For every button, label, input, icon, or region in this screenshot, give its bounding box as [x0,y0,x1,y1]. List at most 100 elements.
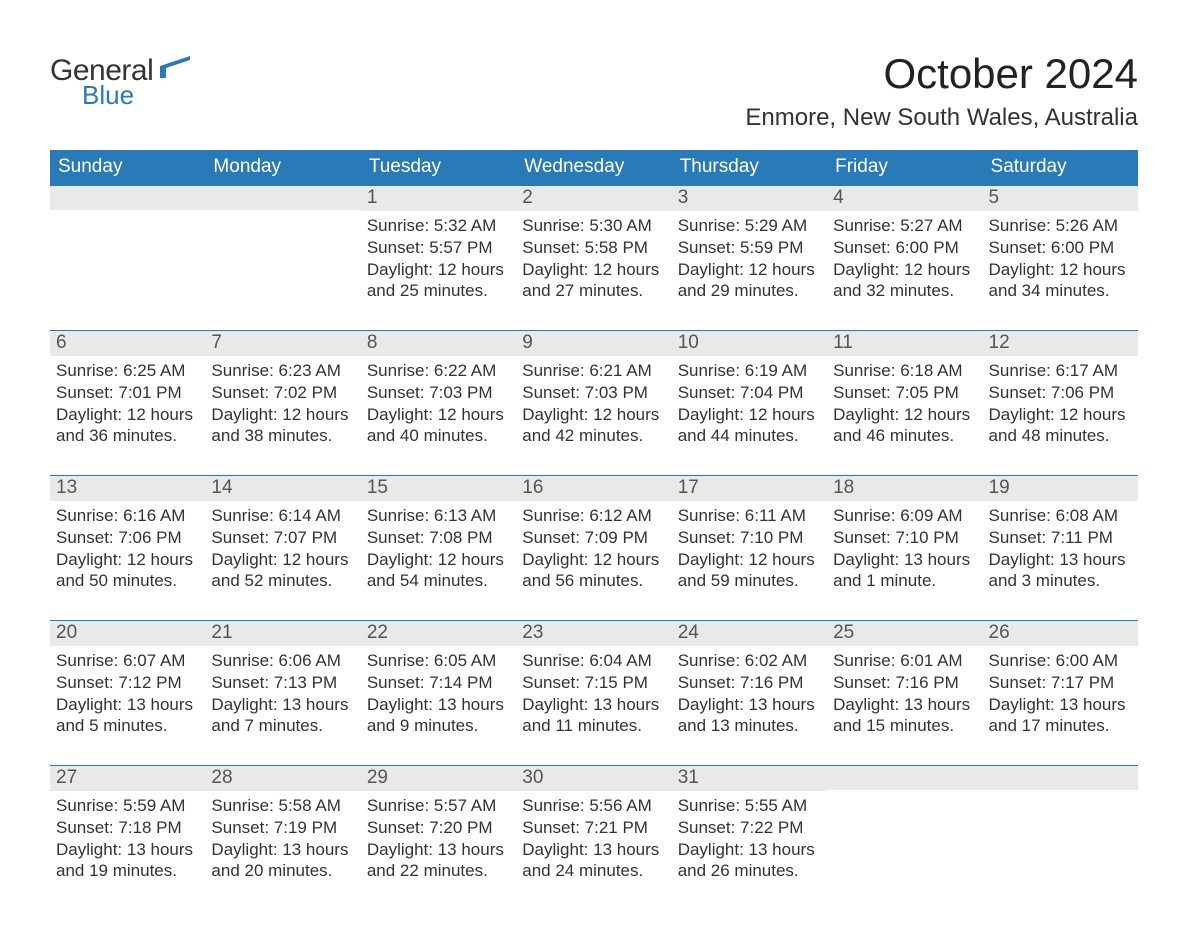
day-details: Sunrise: 6:21 AMSunset: 7:03 PMDaylight:… [516,356,671,447]
day-number: 2 [516,186,671,211]
sunset-text: Sunset: 7:03 PM [367,382,510,404]
day-details: Sunrise: 6:18 AMSunset: 7:05 PMDaylight:… [827,356,982,447]
day-cell: 16Sunrise: 6:12 AMSunset: 7:09 PMDayligh… [516,476,671,592]
dow-sunday: Sunday [50,150,205,185]
day-cell: 30Sunrise: 5:56 AMSunset: 7:21 PMDayligh… [516,766,671,882]
day-cell: 15 Sunrise: 6:13 AMSunset: 7:08 PMDayligh… [361,476,516,592]
day-details: Sunrise: 5:58 AMSunset: 7:19 PMDaylight:… [205,791,360,882]
sunrise-text: Sunrise: 6:18 AM [833,360,976,382]
sunrise-text: Sunrise: 6:11 AM [678,505,821,527]
day-cell: 8Sunrise: 6:22 AMSunset: 7:03 PMDaylight… [361,331,516,447]
day-details: Sunrise: 6:02 AMSunset: 7:16 PMDaylight:… [672,646,827,737]
daylight-text: Daylight: 13 hours and 17 minutes. [989,694,1132,738]
day-details: Sunrise: 6:08 AMSunset: 7:11 PMDaylight:… [983,501,1138,592]
day-details: Sunrise: 6:12 AMSunset: 7:09 PMDaylight:… [516,501,671,592]
day-details [50,210,205,214]
sunrise-text: Sunrise: 6:13 AM [367,505,510,527]
sunset-text: Sunset: 7:06 PM [989,382,1132,404]
day-number: 4 [827,186,982,211]
sunrise-text: Sunrise: 6:14 AM [211,505,354,527]
day-number: 15 [361,476,516,501]
sunrise-text: Sunrise: 6:17 AM [989,360,1132,382]
day-cell: 11Sunrise: 6:18 AMSunset: 7:05 PMDayligh… [827,331,982,447]
day-number: 7 [205,331,360,356]
day-cell [983,766,1138,882]
day-details: Sunrise: 5:57 AMSunset: 7:20 PMDaylight:… [361,791,516,882]
sunset-text: Sunset: 7:04 PM [678,382,821,404]
sunrise-text: Sunrise: 6:23 AM [211,360,354,382]
sunset-text: Sunset: 7:02 PM [211,382,354,404]
day-details: Sunrise: 6:04 AMSunset: 7:15 PMDaylight:… [516,646,671,737]
day-details: Sunrise: 5:32 AMSunset: 5:57 PMDaylight:… [361,211,516,302]
sunset-text: Sunset: 7:19 PM [211,817,354,839]
day-cell: 18Sunrise: 6:09 AMSunset: 7:10 PMDayligh… [827,476,982,592]
day-number: 10 [672,331,827,356]
day-cell: 9Sunrise: 6:21 AMSunset: 7:03 PMDaylight… [516,331,671,447]
daylight-text: Daylight: 12 hours and 25 minutes. [367,259,510,303]
day-number: 22 [361,621,516,646]
day-details: Sunrise: 5:59 AMSunset: 7:18 PMDaylight:… [50,791,205,882]
sunrise-text: Sunrise: 6:22 AM [367,360,510,382]
day-details: Sunrise: 6:22 AMSunset: 7:03 PMDaylight:… [361,356,516,447]
dow-tuesday: Tuesday [361,150,516,185]
daylight-text: Daylight: 12 hours and 32 minutes. [833,259,976,303]
day-number [983,766,1138,790]
day-cell: 12Sunrise: 6:17 AMSunset: 7:06 PMDayligh… [983,331,1138,447]
sunrise-text: Sunrise: 6:12 AM [522,505,665,527]
day-number: 29 [361,766,516,791]
day-cell: 21Sunrise: 6:06 AMSunset: 7:13 PMDayligh… [205,621,360,737]
day-cell: 5Sunrise: 5:26 AMSunset: 6:00 PMDaylight… [983,186,1138,302]
sunset-text: Sunset: 7:22 PM [678,817,821,839]
day-number: 24 [672,621,827,646]
sunset-text: Sunset: 7:01 PM [56,382,199,404]
day-number: 8 [361,331,516,356]
day-details: Sunrise: 5:26 AMSunset: 6:00 PMDaylight:… [983,211,1138,302]
daylight-text: Daylight: 13 hours and 22 minutes. [367,839,510,883]
daylight-text: Daylight: 13 hours and 11 minutes. [522,694,665,738]
day-cell: 29Sunrise: 5:57 AMSunset: 7:20 PMDayligh… [361,766,516,882]
daylight-text: Daylight: 13 hours and 20 minutes. [211,839,354,883]
sunrise-text: Sunrise: 5:55 AM [678,795,821,817]
day-details: Sunrise: 6:25 AMSunset: 7:01 PMDaylight:… [50,356,205,447]
brand-text: General Blue [50,56,190,108]
day-number: 13 [50,476,205,501]
sunset-text: Sunset: 7:20 PM [367,817,510,839]
day-number: 16 [516,476,671,501]
sunrise-text: Sunrise: 6:00 AM [989,650,1132,672]
sunset-text: Sunset: 7:08 PM [367,527,510,549]
daylight-text: Daylight: 13 hours and 5 minutes. [56,694,199,738]
day-details: Sunrise: 6:23 AMSunset: 7:02 PMDaylight:… [205,356,360,447]
sunrise-text: Sunrise: 6:04 AM [522,650,665,672]
brand-flag-icon [160,56,190,82]
day-number: 19 [983,476,1138,501]
daylight-text: Daylight: 13 hours and 26 minutes. [678,839,821,883]
day-details: Sunrise: 5:27 AMSunset: 6:00 PMDaylight:… [827,211,982,302]
daylight-text: Daylight: 12 hours and 48 minutes. [989,404,1132,448]
day-number: 30 [516,766,671,791]
daylight-text: Daylight: 13 hours and 19 minutes. [56,839,199,883]
week-row: 20Sunrise: 6:07 AMSunset: 7:12 PMDayligh… [50,620,1138,737]
week-row: 27Sunrise: 5:59 AMSunset: 7:18 PMDayligh… [50,765,1138,882]
daylight-text: Daylight: 12 hours and 40 minutes. [367,404,510,448]
sunrise-text: Sunrise: 6:09 AM [833,505,976,527]
day-of-week-header-row: Sunday Monday Tuesday Wednesday Thursday… [50,150,1138,185]
dow-saturday: Saturday [983,150,1138,185]
sunset-text: Sunset: 7:10 PM [833,527,976,549]
sunset-text: Sunset: 7:03 PM [522,382,665,404]
daylight-text: Daylight: 12 hours and 54 minutes. [367,549,510,593]
day-cell: 7Sunrise: 6:23 AMSunset: 7:02 PMDaylight… [205,331,360,447]
day-number: 6 [50,331,205,356]
month-title: October 2024 [745,50,1138,98]
day-cell: 13Sunrise: 6:16 AMSunset: 7:06 PMDayligh… [50,476,205,592]
weeks-container: 1Sunrise: 5:32 AMSunset: 5:57 PMDaylight… [50,185,1138,882]
sunrise-text: Sunrise: 6:02 AM [678,650,821,672]
location-subtitle: Enmore, New South Wales, Australia [745,104,1138,132]
day-number: 28 [205,766,360,791]
day-details: Sunrise: 5:30 AMSunset: 5:58 PMDaylight:… [516,211,671,302]
sunrise-text: Sunrise: 5:30 AM [522,215,665,237]
sunrise-text: Sunrise: 5:26 AM [989,215,1132,237]
sunset-text: Sunset: 7:21 PM [522,817,665,839]
day-details [205,210,360,214]
day-number: 18 [827,476,982,501]
sunrise-text: Sunrise: 5:57 AM [367,795,510,817]
